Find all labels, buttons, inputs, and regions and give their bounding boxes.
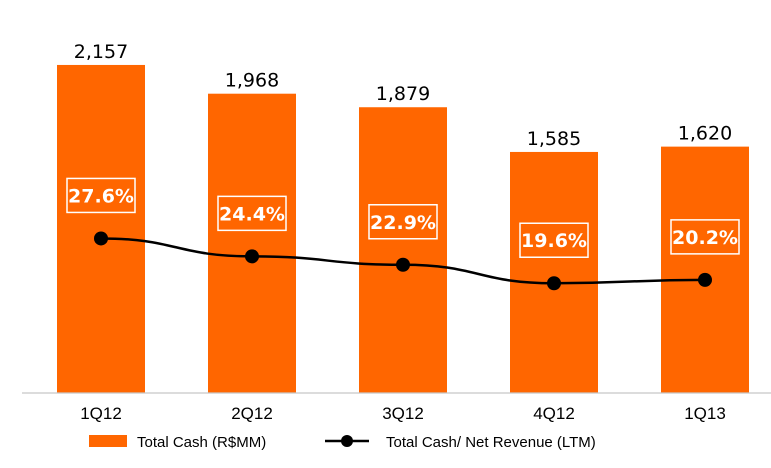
x-tick-3Q12: 3Q12 (382, 404, 424, 423)
ratio-label-box-1Q13 (670, 219, 740, 255)
bar-value-label-3Q12: 1,879 (376, 83, 430, 105)
bar-1Q12 (57, 64, 145, 394)
ratio-point-1Q12 (94, 231, 108, 246)
ratio-label-1Q12: 27.6% (68, 185, 134, 207)
bar-value-label-1Q12: 2,157 (74, 41, 128, 63)
legend-line-label: Total Cash/ Net Revenue (LTM) (386, 434, 596, 451)
ratio-label-1Q13: 20.2% (672, 227, 738, 249)
ratio-line-layer (94, 231, 712, 291)
bar-1Q13 (661, 146, 749, 393)
bar-value-label-4Q12: 1,585 (527, 128, 581, 150)
bar-2Q12 (208, 93, 296, 393)
bar-3Q12 (359, 107, 447, 394)
bar-4Q12 (510, 151, 598, 393)
ratio-label-box-3Q12 (368, 204, 438, 240)
bar-value-label-2Q12: 1,968 (225, 70, 279, 92)
bars-layer (57, 64, 749, 394)
ratio-label-box-1Q12 (66, 177, 136, 214)
bar-value-label-1Q13: 1,620 (678, 123, 732, 145)
x-tick-1Q12: 1Q12 (80, 404, 122, 423)
ratio-label-box-2Q12 (217, 195, 287, 232)
labels-layer: 2,157 27.6% 1,968 24.4% 1,879 22.9% 1,585 19.6%… (66, 41, 740, 258)
x-tick-4Q12: 4Q12 (533, 404, 575, 423)
x-tick-labels: 1Q12 2Q12 3Q12 4Q12 1Q13 (80, 404, 726, 423)
x-tick-1Q13: 1Q13 (684, 404, 726, 423)
x-tick-2Q12: 2Q12 (231, 404, 273, 423)
ratio-label-2Q12: 24.4% (219, 203, 285, 225)
legend-line-marker (341, 435, 353, 447)
ratio-label-4Q12: 19.6% (521, 230, 587, 252)
ratio-point-4Q12 (547, 276, 561, 291)
ratio-label-box-4Q12 (519, 222, 589, 258)
legend-bar-label: Total Cash (R$MM) (137, 434, 266, 451)
ratio-point-3Q12 (396, 257, 410, 272)
ratio-label-3Q12: 22.9% (370, 212, 436, 234)
legend-bar-swatch (89, 435, 127, 447)
ratio-point-1Q13 (698, 272, 712, 287)
legend: Total Cash (R$MM) Total Cash/ Net Revenu… (89, 434, 596, 451)
ratio-point-2Q12 (245, 249, 259, 264)
